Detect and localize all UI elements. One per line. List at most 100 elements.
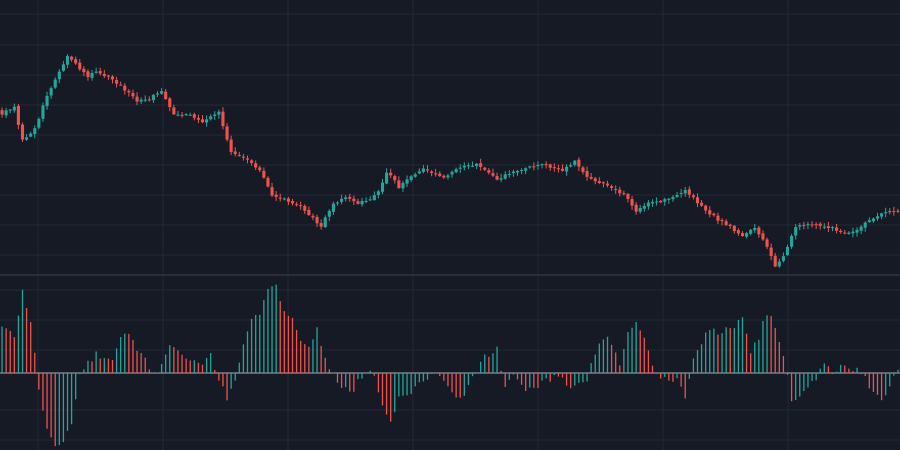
candle-body bbox=[724, 221, 728, 225]
candle-body bbox=[552, 167, 556, 169]
candle-body bbox=[896, 210, 900, 212]
candle-body bbox=[798, 225, 802, 227]
candle-body bbox=[601, 182, 605, 184]
candle-body bbox=[33, 128, 37, 135]
candle-body bbox=[315, 216, 319, 224]
candle-body bbox=[213, 114, 217, 116]
candle-body bbox=[0, 110, 4, 115]
candle-body bbox=[524, 168, 528, 171]
candle-body bbox=[8, 109, 12, 111]
candle-body bbox=[655, 201, 659, 203]
candle-body bbox=[634, 204, 638, 212]
candle-body bbox=[340, 198, 344, 202]
candle-body bbox=[544, 164, 548, 166]
candle-body bbox=[61, 64, 65, 71]
candle-body bbox=[483, 167, 487, 170]
candle-body bbox=[356, 201, 360, 204]
candle-body bbox=[835, 227, 839, 231]
candle-body bbox=[540, 164, 544, 166]
candle-body bbox=[532, 166, 536, 168]
candle-body bbox=[675, 194, 679, 198]
candle-body bbox=[761, 233, 765, 240]
candle-body bbox=[605, 183, 610, 186]
candle-body bbox=[37, 118, 41, 128]
candle-body bbox=[168, 98, 172, 108]
candle-body bbox=[217, 111, 221, 115]
candle-body bbox=[78, 62, 82, 70]
candle-body bbox=[385, 172, 389, 184]
candle-body bbox=[245, 158, 250, 160]
candle-body bbox=[515, 170, 520, 173]
candle-body bbox=[250, 160, 254, 163]
candle-body bbox=[41, 105, 45, 119]
candle-body bbox=[397, 180, 401, 189]
candle-body bbox=[716, 215, 720, 221]
candle-body bbox=[458, 167, 462, 169]
oscillator-pane-histogram[interactable] bbox=[1, 284, 899, 447]
candle-body bbox=[274, 194, 278, 197]
candle-body bbox=[466, 165, 470, 167]
candle-body bbox=[229, 139, 233, 152]
candle-body bbox=[687, 189, 691, 195]
candle-body bbox=[573, 160, 577, 165]
candle-body bbox=[781, 256, 785, 261]
candle-body bbox=[577, 159, 581, 167]
candle-body bbox=[740, 233, 745, 237]
candle-body bbox=[691, 195, 695, 198]
candle-body bbox=[25, 137, 29, 140]
candle-body bbox=[745, 233, 749, 237]
candle-body bbox=[695, 197, 700, 204]
candle-body bbox=[851, 231, 855, 234]
candle-body bbox=[421, 168, 425, 172]
candle-body bbox=[205, 119, 209, 123]
candle-body bbox=[364, 200, 368, 202]
candle-body bbox=[843, 232, 847, 234]
candle-body bbox=[49, 88, 53, 96]
candle-body bbox=[785, 246, 790, 256]
candle-body bbox=[859, 226, 863, 231]
candle-body bbox=[131, 92, 135, 97]
candle-body bbox=[610, 186, 614, 189]
candle-body bbox=[736, 230, 740, 234]
candle-body bbox=[622, 193, 626, 195]
candle-body bbox=[470, 165, 475, 167]
candle-body bbox=[16, 105, 20, 125]
candle-body bbox=[295, 204, 299, 206]
candle-body bbox=[176, 114, 180, 116]
candle-body bbox=[180, 114, 184, 116]
candle-body bbox=[826, 226, 830, 229]
candle-body bbox=[254, 163, 258, 168]
candle-body bbox=[618, 189, 622, 194]
candle-body bbox=[569, 165, 573, 167]
candle-body bbox=[671, 197, 675, 200]
candle-body bbox=[352, 198, 356, 202]
candle-body bbox=[888, 211, 892, 213]
candle-body bbox=[503, 174, 507, 179]
candle-body bbox=[57, 71, 61, 80]
candle-body bbox=[143, 99, 147, 101]
candle-body bbox=[769, 247, 773, 256]
candle-body bbox=[4, 110, 8, 116]
candle-body bbox=[863, 222, 867, 228]
candle-body bbox=[192, 114, 196, 118]
candle-body bbox=[712, 213, 716, 216]
candle-body bbox=[372, 195, 376, 201]
candle-body bbox=[487, 170, 491, 173]
candle-body bbox=[393, 176, 397, 181]
candle-body bbox=[556, 168, 560, 170]
candle-body bbox=[495, 175, 499, 180]
candle-body bbox=[106, 75, 110, 77]
candle-body bbox=[417, 171, 421, 174]
candle-body bbox=[757, 227, 761, 235]
candle-body bbox=[642, 205, 646, 209]
candle-body bbox=[331, 203, 335, 212]
candle-body bbox=[434, 173, 438, 175]
candle-body bbox=[425, 169, 430, 171]
candle-body bbox=[683, 190, 687, 194]
candle-body bbox=[438, 173, 442, 177]
candle-body bbox=[376, 191, 380, 195]
candle-body bbox=[53, 79, 57, 88]
price-pane-candles[interactable] bbox=[0, 54, 900, 268]
